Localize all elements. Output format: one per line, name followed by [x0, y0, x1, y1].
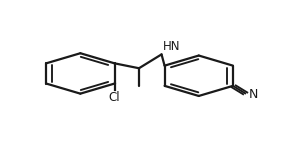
Text: Cl: Cl: [109, 91, 120, 104]
Text: N: N: [249, 88, 258, 101]
Text: HN: HN: [163, 40, 180, 53]
